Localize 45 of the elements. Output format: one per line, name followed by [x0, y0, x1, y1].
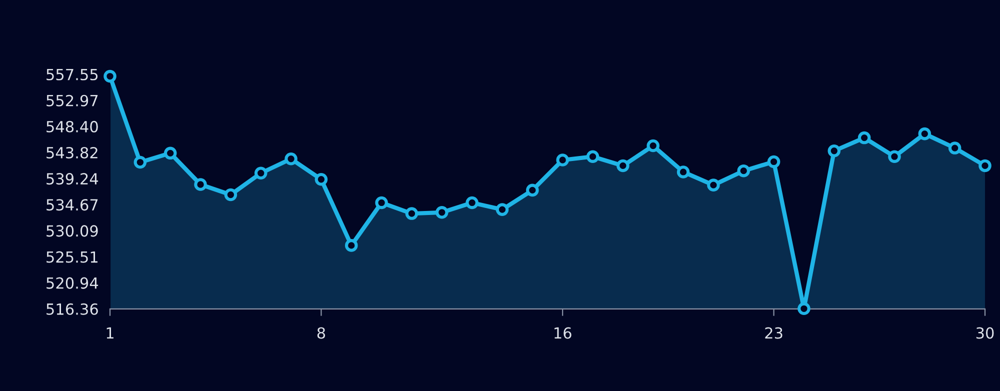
point	[737, 164, 750, 178]
point	[616, 159, 630, 172]
y-tick-label: 534.67	[46, 199, 98, 211]
x-tick-label: 30	[976, 327, 994, 339]
point	[134, 156, 147, 169]
point	[496, 203, 509, 216]
y-tick-label: 520.94	[46, 277, 98, 289]
point	[888, 150, 901, 163]
point	[707, 178, 720, 192]
point	[104, 70, 116, 83]
y-tick-label: 552.97	[46, 94, 98, 106]
point	[646, 139, 660, 152]
point	[586, 150, 600, 163]
point	[224, 188, 238, 202]
point	[948, 142, 962, 154]
x-tick-label: 1	[106, 327, 114, 339]
point	[858, 131, 871, 144]
point	[164, 146, 177, 160]
point	[978, 159, 992, 172]
y-tick-label: 548.40	[46, 120, 98, 132]
y-tick-label: 543.82	[46, 146, 98, 159]
point	[254, 166, 268, 180]
y-tick-label: 516.36	[46, 303, 98, 315]
x-tick-label: 23	[765, 327, 782, 339]
point	[284, 152, 298, 166]
point	[767, 155, 780, 168]
point	[375, 196, 388, 210]
point	[436, 206, 448, 219]
point	[466, 196, 478, 210]
y-tick-label: 539.24	[46, 173, 98, 185]
x-tick-label: 16	[554, 327, 572, 339]
y-tick-label: 557.55	[46, 68, 98, 80]
x-tick-label: 8	[317, 327, 326, 339]
point	[556, 154, 569, 166]
point	[405, 207, 418, 220]
point	[918, 127, 932, 140]
point	[798, 302, 810, 316]
point	[828, 144, 841, 158]
y-tick-label: 525.51	[46, 251, 98, 263]
point	[676, 166, 690, 178]
point	[194, 178, 207, 191]
point	[526, 184, 539, 197]
point	[314, 172, 328, 186]
y-tick-label: 530.09	[46, 225, 98, 237]
point	[344, 239, 358, 252]
